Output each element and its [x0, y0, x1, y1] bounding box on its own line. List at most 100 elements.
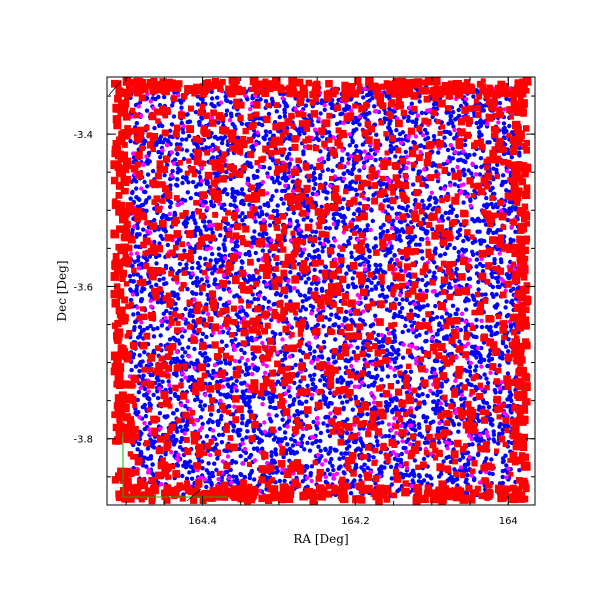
- data-point: [448, 209, 453, 214]
- data-point: [232, 294, 237, 299]
- data-point: [295, 408, 300, 414]
- data-point: [314, 287, 319, 292]
- data-point: [292, 397, 297, 402]
- data-point: [171, 411, 176, 416]
- data-point: [400, 297, 405, 302]
- data-point: [351, 162, 356, 168]
- data-point: [447, 155, 452, 160]
- data-point: [450, 303, 456, 308]
- data-point: [136, 441, 142, 447]
- data-point: [306, 252, 312, 258]
- data-point: [483, 292, 488, 297]
- data-point: [193, 220, 198, 226]
- data-point: [267, 129, 273, 135]
- data-point: [222, 134, 228, 140]
- data-point: [351, 211, 357, 217]
- data-point: [189, 375, 195, 380]
- data-point: [380, 367, 385, 372]
- data-point: [136, 254, 141, 260]
- data-point: [472, 152, 477, 157]
- data-point: [484, 456, 489, 461]
- data-point: [360, 142, 365, 147]
- data-point: [366, 384, 371, 389]
- data-point: [477, 172, 483, 177]
- data-point: [352, 270, 357, 275]
- data-point: [202, 351, 208, 356]
- data-point: [267, 433, 272, 438]
- data-point: [223, 361, 229, 366]
- data-point: [341, 470, 346, 475]
- data-point: [330, 168, 335, 173]
- data-point: [365, 259, 371, 264]
- data-point: [157, 277, 162, 283]
- data-point: [231, 424, 237, 429]
- data-point: [145, 446, 151, 451]
- data-point: [473, 164, 479, 170]
- data-point: [169, 122, 175, 127]
- data-point: [325, 428, 331, 434]
- data-point: [431, 316, 436, 322]
- data-point: [298, 253, 303, 258]
- data-point: [157, 411, 163, 416]
- data-point: [323, 315, 328, 320]
- data-point: [395, 458, 400, 463]
- data-point: [193, 110, 199, 115]
- data-point: [274, 470, 279, 475]
- data-point: [308, 303, 313, 308]
- data-point: [235, 189, 240, 194]
- data-point: [164, 281, 169, 286]
- data-point: [363, 295, 368, 301]
- data-point: [416, 169, 422, 174]
- data-point: [348, 491, 354, 496]
- data-point: [495, 284, 500, 289]
- data-point: [443, 210, 448, 216]
- data-point: [274, 413, 279, 418]
- data-point: [183, 306, 188, 312]
- data-point: [325, 167, 331, 172]
- data-point: [300, 304, 306, 310]
- data-point: [268, 399, 273, 405]
- data-point: [193, 184, 199, 189]
- data-point: [231, 474, 236, 479]
- data-point: [240, 437, 245, 442]
- data-point: [340, 400, 345, 405]
- data-point: [323, 189, 328, 194]
- data-point: [391, 218, 396, 223]
- data-point: [336, 324, 342, 329]
- data-point: [230, 187, 235, 192]
- data-point: [300, 433, 306, 439]
- data-point: [252, 296, 257, 302]
- data-point: [504, 463, 509, 468]
- data-point: [388, 249, 393, 255]
- data-point: [240, 211, 245, 216]
- data-point: [483, 222, 489, 227]
- data-point: [431, 134, 437, 139]
- data-point: [208, 412, 214, 417]
- data-point: [269, 419, 274, 424]
- data-point: [241, 392, 246, 398]
- data-point: [282, 238, 287, 243]
- data-point: [207, 393, 213, 398]
- data-point: [484, 376, 489, 381]
- data-point: [485, 202, 491, 208]
- data-point: [468, 198, 473, 203]
- data-point: [389, 482, 394, 487]
- data-point: [207, 475, 212, 480]
- data-point: [137, 334, 143, 339]
- data-point: [247, 455, 252, 460]
- data-point: [233, 460, 239, 465]
- data-point: [173, 438, 178, 444]
- data-point: [283, 356, 288, 361]
- data-point: [408, 353, 413, 359]
- data-point: [191, 319, 196, 324]
- data-point: [239, 200, 244, 206]
- data-point: [322, 107, 327, 113]
- data-point: [251, 276, 257, 282]
- data-point: [137, 353, 142, 358]
- data-point: [449, 418, 455, 424]
- data-point: [307, 448, 313, 453]
- data-point: [408, 369, 414, 374]
- data-point: [267, 223, 273, 228]
- data-point: [341, 455, 346, 460]
- data-point: [486, 227, 492, 233]
